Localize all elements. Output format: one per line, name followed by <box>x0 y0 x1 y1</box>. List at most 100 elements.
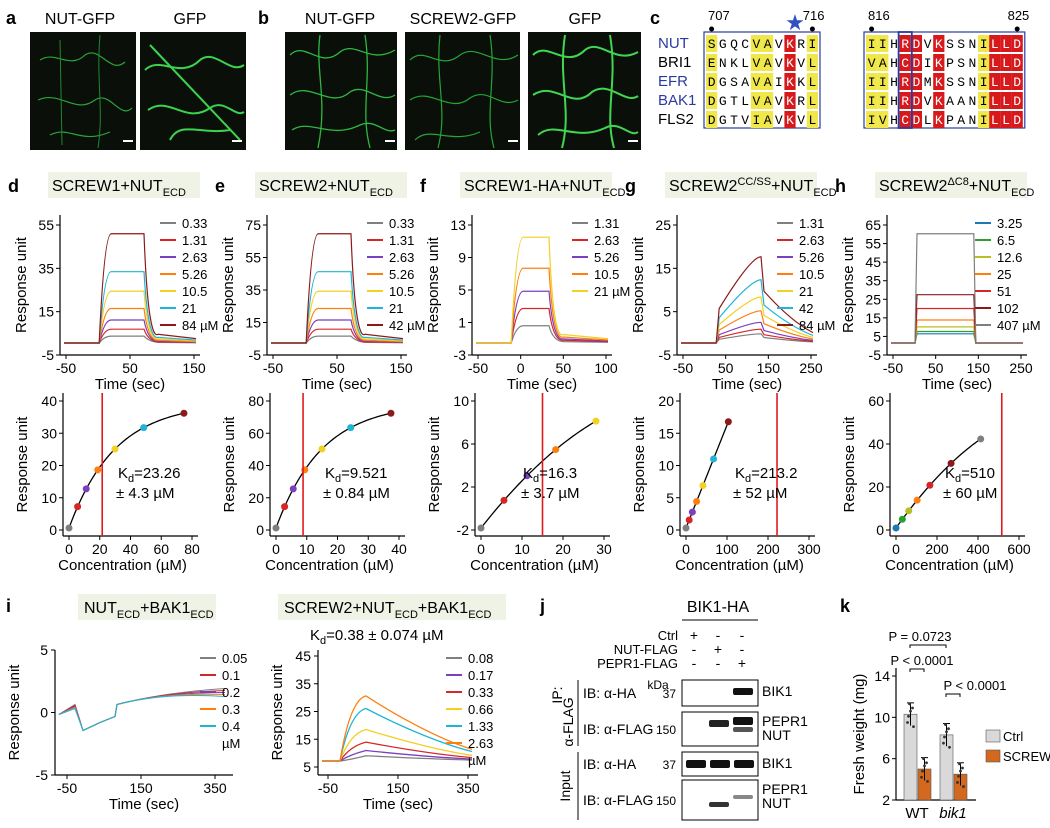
residue: S <box>946 37 954 52</box>
fit-point <box>905 507 913 515</box>
data-point <box>925 761 928 765</box>
data-point <box>961 766 964 770</box>
legend-unit: µM <box>222 736 240 751</box>
residue-highlight <box>933 92 945 109</box>
legend-label: 25 <box>997 267 1011 282</box>
y-tick-label: 10 <box>453 393 469 409</box>
y-tick-label: 5 <box>303 759 311 775</box>
sensorgram-curve <box>271 328 404 344</box>
sensorgram-curve <box>476 290 609 344</box>
residue-highlight <box>750 92 762 109</box>
residue: K <box>786 94 794 109</box>
residue: I <box>868 94 876 109</box>
residue-highlight <box>877 111 889 128</box>
residue: L <box>991 37 999 52</box>
legend-label: 0.33 <box>182 216 207 231</box>
band <box>709 802 729 807</box>
y-tick-label: 15 <box>38 304 54 320</box>
x-axis-title: Time (sec) <box>95 376 165 393</box>
x-tick-label: -50 <box>263 360 283 376</box>
residue-highlight <box>877 73 889 90</box>
y-tick-label: 40 <box>248 458 264 474</box>
cell-outline-b3 <box>532 34 639 149</box>
residue: L <box>741 94 749 109</box>
x-tick-label: 40 <box>123 541 139 557</box>
x-tick-label: 50 <box>329 360 345 376</box>
residue-highlight <box>877 54 889 71</box>
fit-point <box>688 508 696 516</box>
legend-label: 2.63 <box>468 736 493 751</box>
residue: C <box>901 113 909 128</box>
residue: D <box>912 56 920 71</box>
residue-highlight <box>784 73 796 90</box>
residue: S <box>957 75 965 90</box>
condition-sign: - <box>740 627 745 643</box>
data-point <box>907 714 910 718</box>
residue: S <box>946 75 954 90</box>
residue: K <box>935 56 943 71</box>
residue-highlight <box>989 35 1001 52</box>
sensorgram-curve <box>322 728 473 762</box>
residue-highlight <box>1011 54 1023 71</box>
sensorgram-curve <box>64 335 197 344</box>
residue: D <box>1013 37 1021 52</box>
y-axis-title: Response unit <box>630 236 647 333</box>
y-tick-label: 30 <box>41 425 57 441</box>
residue-highlight <box>750 54 762 71</box>
residue: D <box>912 75 920 90</box>
panel-label-j: j <box>539 596 545 616</box>
residue-highlight <box>933 54 945 71</box>
residue-highlight <box>750 35 762 52</box>
fit-point <box>898 515 906 523</box>
fit-point <box>685 516 693 524</box>
spr-title: SCREW2CC/SS+NUTECD <box>669 176 837 199</box>
y-tick-label: 60 <box>248 425 264 441</box>
x-axis-title: Concentration (µM) <box>265 557 394 574</box>
y-tick-label: 35 <box>295 676 311 692</box>
position-start: 707 <box>708 8 730 23</box>
residue: A <box>957 94 965 109</box>
x-tick-label: 50 <box>928 360 944 376</box>
y-tick-label: 6 <box>882 751 890 767</box>
residue: A <box>764 37 772 52</box>
panel-i-right-title: SCREW2+NUTECD+BAK1ECD <box>284 600 491 621</box>
residue: I <box>868 113 876 128</box>
residue: I <box>879 37 887 52</box>
condition-sign: - <box>692 655 697 671</box>
residue: K <box>935 75 943 90</box>
residue: V <box>879 113 887 128</box>
cell-outline-b2 <box>409 34 519 149</box>
y-tick-label: 2 <box>461 479 469 495</box>
position-dot <box>869 26 875 32</box>
x-tick-label: 0 <box>65 541 73 557</box>
sensorgram-curve <box>322 707 473 762</box>
x-tick-label: 100 <box>594 360 618 376</box>
residue: V <box>924 37 932 52</box>
fit-point <box>289 485 297 493</box>
fit-point <box>82 485 90 493</box>
data-point <box>957 774 960 778</box>
residue-highlight <box>1000 111 1012 128</box>
y-tick-label: 35 <box>245 282 261 298</box>
bar <box>903 713 918 801</box>
residue: D <box>912 113 920 128</box>
protein-label: BIK1 <box>762 683 793 699</box>
residue: C <box>901 56 909 71</box>
residue-highlight <box>989 92 1001 109</box>
sensorgram-curve <box>476 307 609 344</box>
x-tick-label: 400 <box>966 541 990 557</box>
residue: R <box>797 94 805 109</box>
residue: R <box>901 37 909 52</box>
legend-label: 51 <box>997 284 1011 299</box>
position-dot <box>809 26 815 32</box>
y-tick-label: 10 <box>874 709 890 725</box>
residue: A <box>764 113 772 128</box>
condition-sign: + <box>690 627 698 643</box>
residue: N <box>968 113 976 128</box>
sensorgram-curve <box>891 233 1023 344</box>
sensorgram-curve <box>322 741 473 762</box>
legend-label: 0.08 <box>468 651 493 666</box>
band <box>733 795 753 799</box>
